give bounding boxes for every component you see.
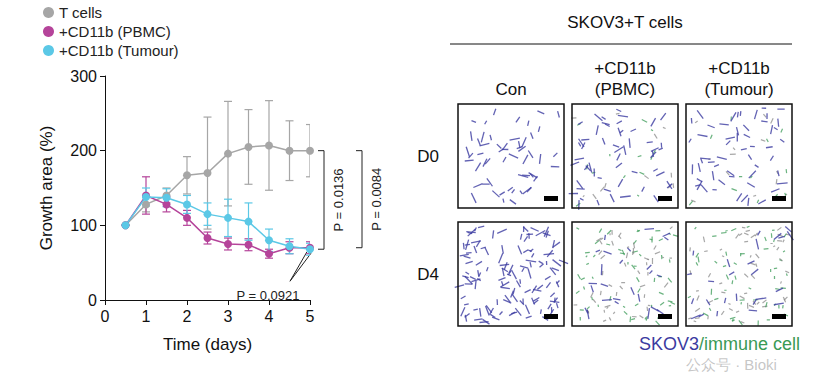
svg-text:3: 3	[224, 308, 233, 325]
svg-text:D4: D4	[417, 265, 439, 284]
svg-text:P = 0.0921: P = 0.0921	[236, 288, 300, 304]
svg-text:5: 5	[306, 308, 315, 325]
svg-text:0: 0	[101, 308, 110, 325]
svg-text:P = 0.0084: P = 0.0084	[369, 168, 384, 231]
svg-text:Growth area (%): Growth area (%)	[37, 126, 56, 251]
svg-text:P = 0.0136: P = 0.0136	[331, 168, 346, 231]
svg-text:1: 1	[142, 308, 151, 325]
svg-text:200: 200	[70, 142, 97, 159]
svg-text:0: 0	[88, 292, 97, 309]
svg-text:/immune cell: /immune cell	[699, 334, 800, 354]
svg-text:SKOV3+T cells: SKOV3+T cells	[567, 13, 682, 32]
svg-text:+CD11b (Tumour): +CD11b (Tumour)	[59, 42, 179, 59]
svg-text:100: 100	[70, 217, 97, 234]
svg-text:+CD11b: +CD11b	[594, 59, 656, 78]
svg-text:Time (days): Time (days)	[163, 335, 252, 354]
svg-text:+CD11b (PBMC): +CD11b (PBMC)	[59, 23, 171, 40]
svg-text:公众号 · Bioki: 公众号 · Bioki	[686, 356, 777, 373]
svg-text:4: 4	[265, 308, 274, 325]
svg-text:T cells: T cells	[59, 4, 102, 21]
svg-text:Con: Con	[495, 80, 526, 99]
svg-text:(Tumour): (Tumour)	[704, 80, 773, 99]
svg-text:SKOV3: SKOV3	[639, 334, 699, 354]
svg-text:+CD11b: +CD11b	[708, 59, 770, 78]
svg-text:300: 300	[70, 68, 97, 85]
svg-text:D0: D0	[417, 147, 439, 166]
svg-text:2: 2	[183, 308, 192, 325]
svg-text:(PBMC): (PBMC)	[595, 80, 655, 99]
